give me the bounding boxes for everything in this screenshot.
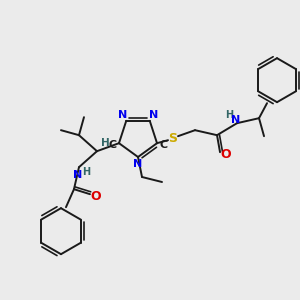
Text: C: C (160, 140, 168, 150)
Text: H: H (82, 167, 90, 177)
Text: C: C (108, 140, 116, 150)
Text: S: S (169, 132, 178, 145)
Text: H: H (100, 138, 109, 148)
Text: N: N (134, 159, 142, 169)
Text: O: O (91, 190, 101, 203)
Text: O: O (221, 148, 231, 161)
Text: N: N (149, 110, 158, 120)
Text: N: N (118, 110, 127, 120)
Text: H: H (225, 110, 233, 120)
Text: N: N (231, 115, 241, 125)
Text: N: N (74, 170, 82, 180)
